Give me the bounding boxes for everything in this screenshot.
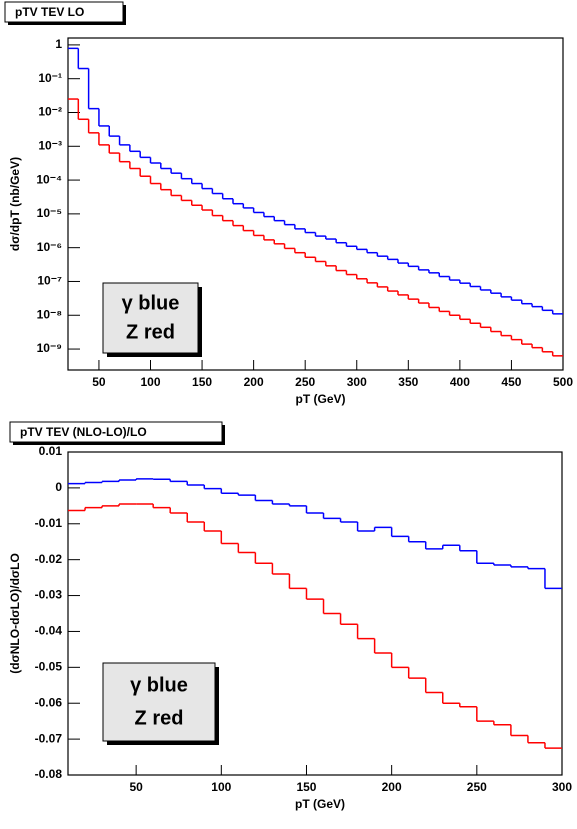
y-tick-label: -0.08 (35, 767, 63, 781)
x-tick-label: 100 (211, 780, 231, 794)
x-tick-label: 150 (296, 780, 316, 794)
x-tick-label: 300 (347, 375, 367, 389)
y-tick-label: -0.01 (35, 516, 63, 530)
x-tick-label: 100 (140, 375, 160, 389)
y-tick-label: 10⁻⁶ (37, 240, 62, 254)
y-tick-label: 0.01 (39, 444, 63, 458)
legend-entry: Z red (135, 707, 184, 729)
y-tick-label: 1 (55, 37, 62, 51)
x-tick-label: 200 (244, 375, 264, 389)
y-tick-label: 10⁻⁴ (36, 172, 62, 186)
y-tick-label: -0.02 (35, 552, 63, 566)
x-axis-label: pT (GeV) (295, 797, 345, 811)
x-tick-label: 500 (553, 375, 573, 389)
x-tick-label: 350 (398, 375, 418, 389)
y-tick-label: 10⁻³ (38, 138, 62, 152)
y-tick-label: -0.07 (35, 731, 63, 745)
x-tick-label: 50 (92, 375, 106, 389)
x-tick-label: 250 (467, 780, 487, 794)
x-axis-label: pT (GeV) (296, 392, 346, 406)
y-tick-label: -0.06 (35, 695, 63, 709)
y-tick-label: 10⁻⁸ (37, 307, 62, 321)
y-tick-label: 10⁻² (38, 105, 62, 119)
legend-entry: γ blue (122, 292, 180, 314)
y-tick-label: -0.05 (35, 660, 63, 674)
legend-entry: Z red (126, 322, 175, 344)
legend-entry: γ blue (130, 675, 188, 697)
y-tick-label: -0.04 (35, 624, 63, 638)
x-tick-label: 400 (450, 375, 470, 389)
chart-title: pTV TEV (NLO-LO)/LO (20, 425, 147, 439)
y-axis-label: dσ/dpT (nb/GeV) (8, 157, 22, 251)
y-tick-label: 10⁻⁷ (37, 274, 62, 288)
x-tick-label: 450 (501, 375, 521, 389)
y-tick-label: 10⁻¹ (38, 71, 62, 85)
x-tick-label: 250 (295, 375, 315, 389)
x-tick-label: 150 (192, 375, 212, 389)
title-box (9, 421, 223, 443)
legend-box (102, 282, 199, 354)
plot-frame (67, 451, 563, 776)
title-box (4, 1, 124, 23)
y-tick-label: 10⁻⁹ (37, 341, 62, 355)
y-axis-label: (dσNLO-dσLO)/dσLO (8, 553, 22, 674)
y-tick-label: 0 (55, 480, 62, 494)
y-tick-label: 10⁻⁵ (37, 206, 62, 220)
legend-box (102, 662, 216, 742)
chart-title: pTV TEV LO (15, 5, 84, 19)
y-tick-label: -0.03 (35, 588, 63, 602)
plot-frame (67, 37, 564, 371)
x-tick-label: 300 (552, 780, 572, 794)
x-tick-label: 50 (129, 780, 143, 794)
x-tick-label: 200 (382, 780, 402, 794)
